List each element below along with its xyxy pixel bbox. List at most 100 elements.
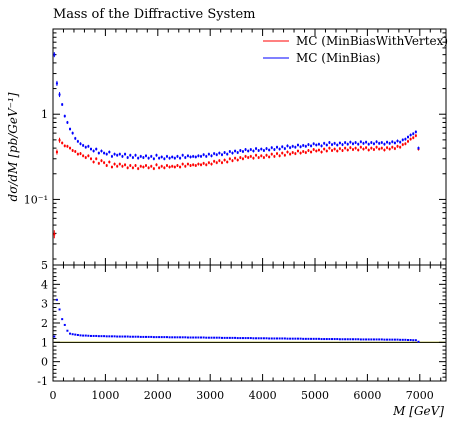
- point-minbiaswithvertex: [386, 146, 389, 149]
- ratio-point-minbias: [244, 337, 247, 340]
- ratio-point-minbias: [160, 336, 163, 339]
- point-minbiaswithvertex: [189, 164, 192, 167]
- x-tick-label: 7000: [406, 389, 434, 402]
- point-minbias: [234, 150, 237, 153]
- point-minbias: [205, 155, 208, 158]
- ratio-point-minbias: [375, 338, 378, 341]
- point-minbias: [317, 143, 320, 146]
- ratio-tick-label: -1: [37, 375, 48, 388]
- x-tick-label: 5000: [301, 389, 329, 402]
- point-minbias: [108, 151, 111, 154]
- ratio-point-minbias: [103, 335, 106, 338]
- data-marks: [53, 52, 420, 343]
- point-minbias: [189, 155, 192, 158]
- point-minbias: [252, 150, 255, 153]
- point-minbiaswithvertex: [220, 161, 223, 164]
- point-minbiaswithvertex: [239, 156, 242, 159]
- ratio-point-minbias: [179, 336, 182, 339]
- ratio-point-minbias: [372, 338, 375, 341]
- point-minbiaswithvertex: [71, 149, 74, 152]
- point-minbias: [220, 153, 223, 156]
- point-minbias: [66, 121, 69, 124]
- point-minbias: [200, 155, 203, 158]
- ratio-point-minbias: [129, 335, 132, 338]
- point-minbias: [213, 152, 216, 155]
- point-minbiaswithvertex: [139, 165, 142, 168]
- x-tick-label: 6000: [353, 389, 381, 402]
- point-minbiaswithvertex: [328, 147, 331, 150]
- ratio-point-minbias: [247, 337, 250, 340]
- point-minbias: [310, 144, 313, 147]
- ratio-point-minbias: [58, 308, 61, 311]
- point-minbias: [359, 140, 362, 143]
- legend-label-minbiaswithvertex: MC (MinBiasWithVertex): [296, 34, 448, 48]
- point-minbiaswithvertex: [173, 166, 176, 169]
- ratio-point-minbias: [354, 338, 357, 341]
- point-minbiaswithvertex: [351, 148, 354, 151]
- point-minbias: [71, 132, 74, 135]
- point-minbiaswithvertex: [265, 154, 268, 157]
- point-minbiaswithvertex: [325, 150, 328, 153]
- point-minbiaswithvertex: [100, 159, 103, 162]
- point-minbias: [302, 144, 305, 147]
- ratio-point-minbias: [226, 336, 229, 339]
- point-minbiaswithvertex: [331, 149, 334, 152]
- point-minbiaswithvertex: [186, 163, 189, 166]
- point-minbiaswithvertex: [286, 151, 289, 154]
- ratio-point-minbias: [370, 338, 373, 341]
- point-minbiaswithvertex: [407, 140, 410, 143]
- point-minbiaswithvertex: [241, 157, 244, 160]
- point-minbias: [82, 144, 85, 147]
- point-minbias: [320, 144, 323, 147]
- point-minbias: [173, 157, 176, 160]
- ratio-point-minbias: [223, 336, 226, 339]
- point-minbias: [129, 154, 132, 157]
- ratio-tick-label: 5: [41, 259, 48, 272]
- point-minbias: [110, 155, 113, 158]
- point-minbiaswithvertex: [66, 145, 69, 148]
- point-minbias: [126, 156, 129, 159]
- ratio-point-minbias: [257, 337, 260, 340]
- ratio-point-minbias: [147, 335, 150, 338]
- ratio-tick-label: 0: [41, 356, 48, 369]
- ratio-point-minbias: [108, 335, 111, 338]
- ratio-point-minbias: [53, 335, 56, 338]
- point-minbias: [270, 146, 273, 149]
- ratio-point-minbias: [281, 337, 284, 340]
- ratio-point-minbias: [351, 338, 354, 341]
- ratio-point-minbias: [346, 338, 349, 341]
- point-minbias: [380, 141, 383, 144]
- ratio-point-minbias: [171, 336, 174, 339]
- point-minbias: [186, 154, 189, 157]
- point-minbias: [257, 149, 260, 152]
- ratio-point-minbias: [163, 336, 166, 339]
- point-minbias: [341, 143, 344, 146]
- point-minbias: [192, 155, 195, 158]
- point-minbias: [372, 142, 375, 145]
- point-minbias: [333, 142, 336, 145]
- point-minbias: [393, 141, 396, 144]
- point-minbias: [95, 148, 98, 151]
- point-minbias: [414, 130, 417, 133]
- point-minbias: [407, 136, 410, 139]
- ratio-point-minbias: [320, 338, 323, 341]
- point-minbias: [239, 149, 242, 152]
- point-minbiaswithvertex: [315, 150, 318, 153]
- ratio-point-minbias: [194, 336, 197, 339]
- ratio-point-minbias: [100, 335, 103, 338]
- ratio-point-minbias: [236, 337, 239, 340]
- point-minbiaswithvertex: [344, 147, 347, 150]
- ratio-point-minbias: [399, 338, 402, 341]
- point-minbiaswithvertex: [338, 147, 341, 150]
- point-minbiaswithvertex: [192, 163, 195, 166]
- point-minbiaswithvertex: [281, 152, 284, 155]
- point-minbias: [176, 155, 179, 158]
- x-tick-label: 4000: [249, 389, 277, 402]
- ratio-point-minbias: [137, 335, 140, 338]
- point-minbiaswithvertex: [129, 164, 132, 167]
- point-minbias: [92, 150, 95, 153]
- point-minbias: [202, 153, 205, 156]
- ratio-point-minbias: [380, 338, 383, 341]
- point-minbiaswithvertex: [276, 152, 279, 155]
- point-minbiaswithvertex: [378, 148, 381, 151]
